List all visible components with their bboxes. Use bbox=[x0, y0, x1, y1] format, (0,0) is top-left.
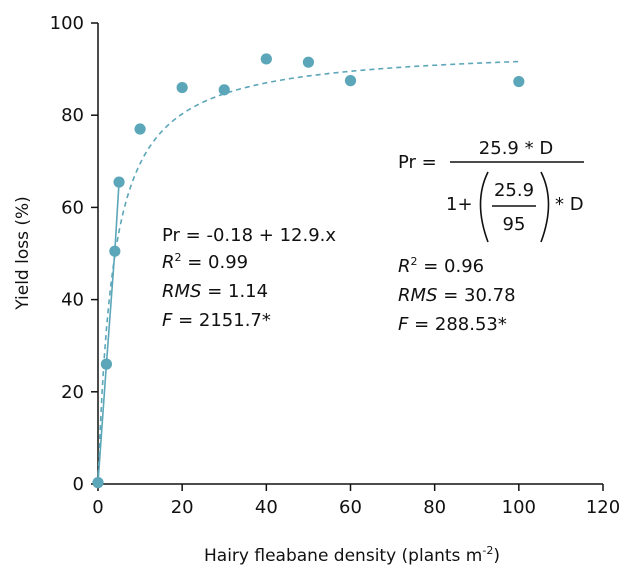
y-tick-label: 40 bbox=[61, 290, 84, 311]
linear-fit-line bbox=[97, 182, 120, 483]
left-paren-icon bbox=[479, 171, 489, 243]
data-point bbox=[109, 245, 121, 257]
x-tick-label: 40 bbox=[255, 497, 278, 518]
x-tick-label: 20 bbox=[171, 497, 194, 518]
data-point bbox=[302, 56, 315, 68]
y-tick-label: 0 bbox=[73, 474, 84, 495]
x-tick-label: 120 bbox=[586, 497, 620, 518]
data-point bbox=[134, 123, 146, 135]
y-axis-title: Yield loss (%) bbox=[13, 196, 33, 311]
y-tick-label: 80 bbox=[61, 105, 84, 126]
hyper-r2: R2 = 0.96 bbox=[398, 255, 484, 277]
linear-fit-annotation: Pr = -0.18 + 12.9.x R2 = 0.99 RMS = 1.14… bbox=[162, 225, 336, 331]
hyper-times-d: * D bbox=[555, 194, 584, 215]
x-tick-label: 100 bbox=[502, 497, 536, 518]
data-point bbox=[176, 81, 188, 94]
y-tick-label: 20 bbox=[61, 382, 84, 403]
y-tick-label: 60 bbox=[61, 197, 84, 218]
x-tick-label: 80 bbox=[423, 497, 446, 518]
linear-f: F = 2151.7* bbox=[162, 310, 271, 331]
y-axis-ticks: 0 20 40 60 80 100 bbox=[50, 13, 98, 495]
y-tick-label: 100 bbox=[50, 13, 84, 34]
hyperbolic-fit-curve bbox=[97, 60, 519, 485]
hyper-lhs: Pr = bbox=[398, 152, 437, 173]
hyper-numerator: 25.9 * D bbox=[479, 138, 553, 159]
hyper-f: F = 288.53* bbox=[398, 314, 507, 335]
right-paren-icon bbox=[540, 171, 550, 243]
x-axis-ticks: 0 20 40 60 80 100 120 bbox=[92, 484, 620, 518]
hyper-inner-denominator: 95 bbox=[503, 214, 526, 235]
data-point bbox=[260, 53, 272, 65]
data-point bbox=[513, 75, 525, 88]
data-point bbox=[113, 176, 125, 188]
data-point bbox=[92, 477, 104, 489]
data-points bbox=[92, 53, 525, 489]
data-point bbox=[218, 84, 230, 96]
hyper-rms: RMS = 30.78 bbox=[398, 285, 516, 306]
hyper-inner-numerator: 25.9 bbox=[494, 180, 534, 201]
linear-r2: R2 = 0.99 bbox=[162, 251, 248, 273]
data-point bbox=[344, 75, 357, 87]
linear-rms: RMS = 1.14 bbox=[162, 281, 268, 302]
hyperbolic-fit-annotation: Pr = 25.9 * D 1+ 25.9 95 * D R2 = 0.96 R… bbox=[398, 138, 584, 335]
data-point bbox=[100, 358, 113, 370]
x-axis-title: Hairy fleabane density (plants m-2) bbox=[204, 544, 500, 566]
linear-equation: Pr = -0.18 + 12.9.x bbox=[162, 225, 336, 246]
x-tick-label: 0 bbox=[92, 497, 103, 518]
x-tick-label: 60 bbox=[339, 497, 362, 518]
hyper-denominator-one: 1+ bbox=[446, 194, 473, 215]
